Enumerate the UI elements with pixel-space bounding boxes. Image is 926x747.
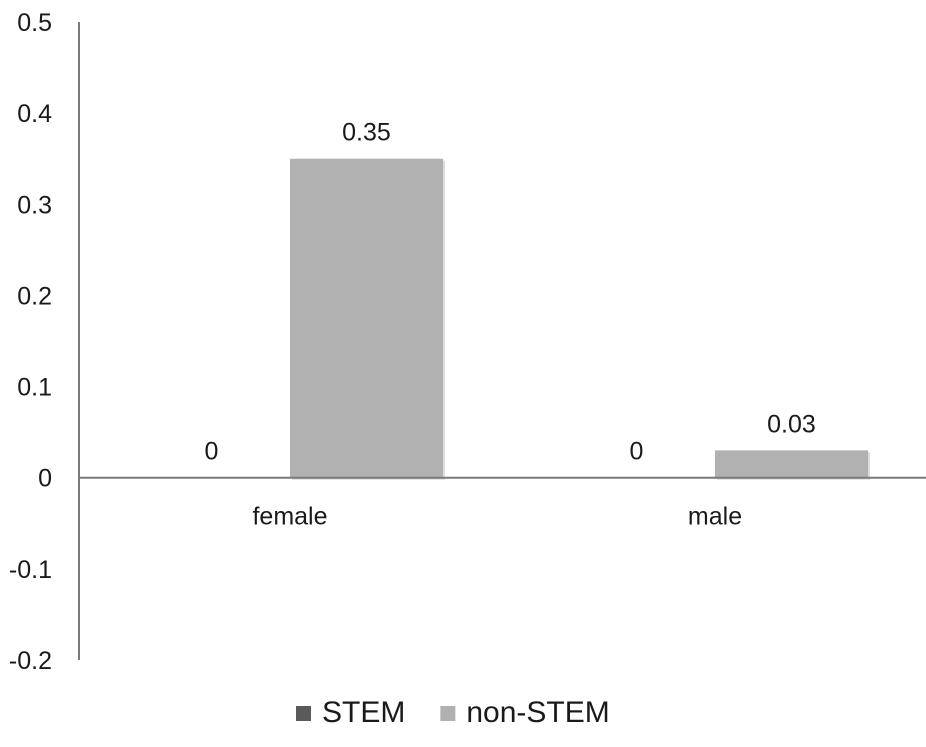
category-label: female [252, 503, 327, 531]
y-tick-label: 0.4 [17, 100, 52, 128]
y-axis-ticks: 0.5 0.4 0.3 0.2 0.1 0 -0.1 -0.2 [9, 9, 52, 675]
data-label: 0.35 [342, 119, 391, 147]
category-label: male [688, 503, 742, 531]
y-tick-label: -0.2 [9, 647, 52, 675]
data-label: 0 [205, 438, 219, 466]
legend-swatch [440, 706, 456, 721]
y-tick-label: -0.1 [9, 556, 52, 584]
y-tick-label: 0.3 [17, 191, 52, 219]
data-label: 0.03 [767, 410, 816, 438]
y-tick-label: 0.5 [17, 9, 52, 37]
legend: STEM non-STEM [296, 696, 610, 729]
legend-entry: non-STEM [466, 696, 609, 729]
bars [290, 158, 870, 480]
y-tick-label: 0 [38, 465, 52, 493]
data-labels: 0 0 0.35 0.03 [205, 119, 816, 466]
bar-non-stem-male [715, 450, 868, 478]
data-label: 0 [630, 438, 644, 466]
legend-swatch [296, 706, 311, 721]
legend-entry: STEM [322, 696, 405, 729]
y-tick-label: 0.1 [17, 374, 52, 402]
bar-non-stem-female [290, 158, 443, 478]
category-labels: female male [252, 503, 742, 531]
y-tick-label: 0.2 [17, 282, 52, 310]
